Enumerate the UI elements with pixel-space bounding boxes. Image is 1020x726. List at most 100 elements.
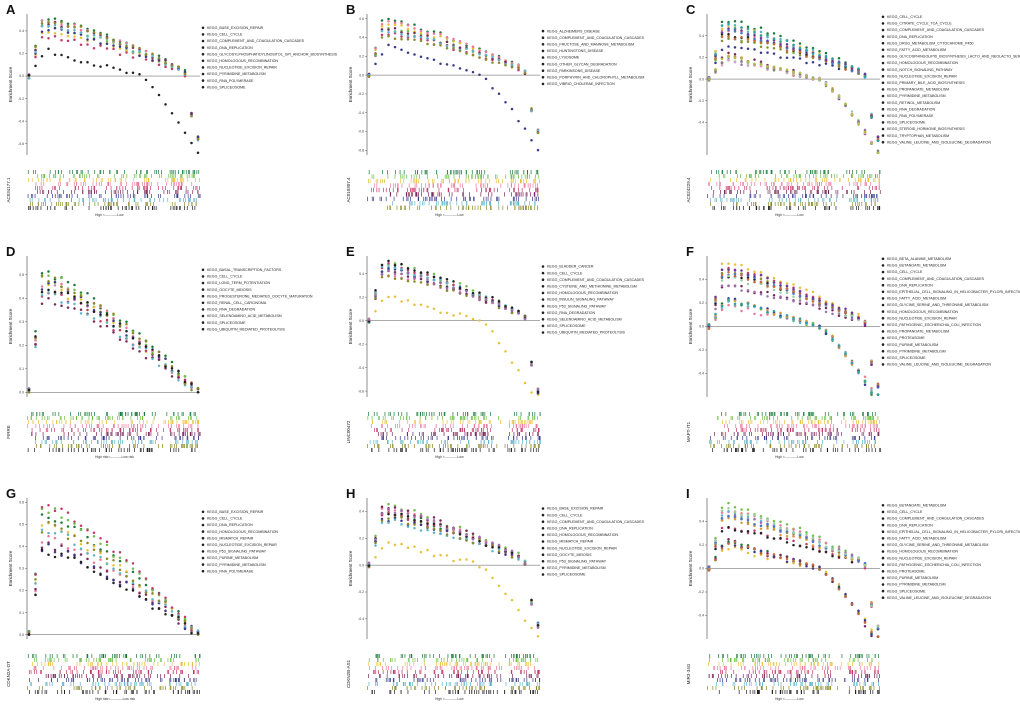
barcode-tick bbox=[445, 201, 447, 206]
barcode-tick bbox=[417, 440, 418, 444]
barcode-tick bbox=[447, 170, 448, 175]
barcode-tick bbox=[93, 448, 95, 452]
curve-point bbox=[458, 291, 462, 295]
barcode-tick bbox=[80, 182, 82, 186]
barcode-tick bbox=[453, 432, 455, 436]
curve-point bbox=[857, 67, 860, 70]
barcode-tick bbox=[529, 440, 531, 444]
barcode-tick bbox=[479, 170, 480, 175]
barcode-tick bbox=[777, 202, 779, 206]
barcode-tick bbox=[380, 178, 381, 184]
barcode-tick bbox=[865, 194, 867, 198]
barcode-tick bbox=[743, 190, 745, 194]
barcode-tick bbox=[54, 412, 56, 416]
barcode-tick bbox=[52, 412, 54, 416]
curve-point bbox=[805, 297, 808, 301]
barcode-tick bbox=[815, 174, 817, 178]
barcode-tick bbox=[155, 440, 156, 444]
barcode-tick bbox=[870, 182, 871, 186]
barcode-tick bbox=[781, 412, 782, 416]
barcode-tick bbox=[135, 174, 137, 178]
barcode-tick bbox=[85, 428, 86, 432]
barcode-tick bbox=[115, 432, 117, 436]
barcode-tick bbox=[195, 420, 197, 424]
curve-point bbox=[491, 86, 494, 90]
barcode-tick bbox=[843, 412, 844, 416]
barcode-tick bbox=[120, 448, 122, 452]
curve-point bbox=[484, 323, 488, 326]
barcode-tick bbox=[147, 202, 148, 206]
barcode-tick bbox=[481, 187, 482, 193]
curve-point bbox=[753, 33, 756, 37]
barcode-tick bbox=[441, 428, 443, 432]
barcode-tick bbox=[129, 448, 130, 452]
curve-point bbox=[387, 17, 390, 21]
legend-entry: KEGG_BASE_EXCISION_REPAIR bbox=[207, 26, 264, 30]
barcode-tick bbox=[515, 178, 516, 184]
barcode-tick bbox=[419, 412, 421, 416]
series-kegg-parkinsons-disease bbox=[367, 43, 540, 152]
barcode-tick bbox=[872, 412, 873, 416]
curve-point bbox=[73, 25, 76, 29]
barcode-tick bbox=[770, 194, 772, 198]
barcode-tick bbox=[462, 183, 463, 188]
barcode-tick bbox=[512, 440, 514, 444]
curve-point bbox=[714, 303, 717, 307]
barcode-tick bbox=[393, 412, 395, 416]
curve-point bbox=[40, 35, 44, 39]
curve-point bbox=[824, 303, 828, 306]
barcode-tick bbox=[878, 178, 880, 182]
curve-point bbox=[118, 319, 122, 322]
curve-point bbox=[367, 320, 371, 323]
curve-point bbox=[183, 380, 187, 383]
barcode-tick bbox=[90, 412, 92, 416]
legend-entry: KEGG_LYSOSOME bbox=[547, 56, 580, 60]
barcode-tick bbox=[865, 202, 867, 206]
barcode-tick bbox=[138, 436, 139, 440]
barcode-tick bbox=[47, 206, 48, 210]
barcode-tick bbox=[520, 424, 521, 428]
barcode-tick bbox=[468, 440, 469, 444]
series-kegg-vibrio-cholerae-infection bbox=[367, 34, 540, 135]
curve-point bbox=[720, 284, 724, 288]
barcode-tick bbox=[747, 202, 749, 206]
curve-point bbox=[60, 304, 63, 307]
curve-point bbox=[138, 49, 141, 53]
curve-point bbox=[105, 313, 109, 316]
curve-point bbox=[876, 393, 880, 396]
barcode-tick bbox=[788, 182, 790, 186]
y-tick-label: 0.2 bbox=[19, 52, 24, 56]
barcode-tick bbox=[473, 412, 474, 416]
barcode-tick bbox=[478, 420, 480, 424]
barcode-tick bbox=[802, 186, 804, 190]
series-kegg-huntingtons-disease bbox=[367, 20, 540, 132]
barcode-tick bbox=[513, 174, 515, 179]
curve-point bbox=[740, 303, 743, 306]
barcode-tick bbox=[527, 174, 528, 179]
curve-point bbox=[112, 316, 115, 320]
curve-point bbox=[792, 70, 795, 74]
curve-point bbox=[452, 286, 455, 289]
curve-point bbox=[432, 43, 436, 47]
barcode-tick bbox=[374, 428, 375, 432]
barcode-tick bbox=[393, 183, 395, 188]
barcode-tick bbox=[103, 444, 104, 448]
curve-point bbox=[439, 62, 442, 65]
barcode-tick bbox=[852, 412, 853, 416]
barcode-tick bbox=[416, 192, 418, 197]
curve-point bbox=[471, 49, 475, 53]
curve-point bbox=[73, 28, 76, 32]
barcode-tick bbox=[539, 444, 540, 448]
legend-marker bbox=[881, 55, 885, 58]
barcode-tick bbox=[822, 178, 823, 182]
barcode-tick bbox=[520, 178, 521, 184]
barcode-tick bbox=[721, 170, 723, 174]
curve-point bbox=[772, 37, 776, 41]
barcode-tick bbox=[107, 444, 109, 448]
barcode-tick bbox=[779, 194, 781, 198]
curve-point bbox=[151, 52, 154, 55]
barcode-tick bbox=[518, 183, 520, 188]
curve-point bbox=[125, 41, 128, 45]
barcode-tick bbox=[368, 178, 369, 184]
